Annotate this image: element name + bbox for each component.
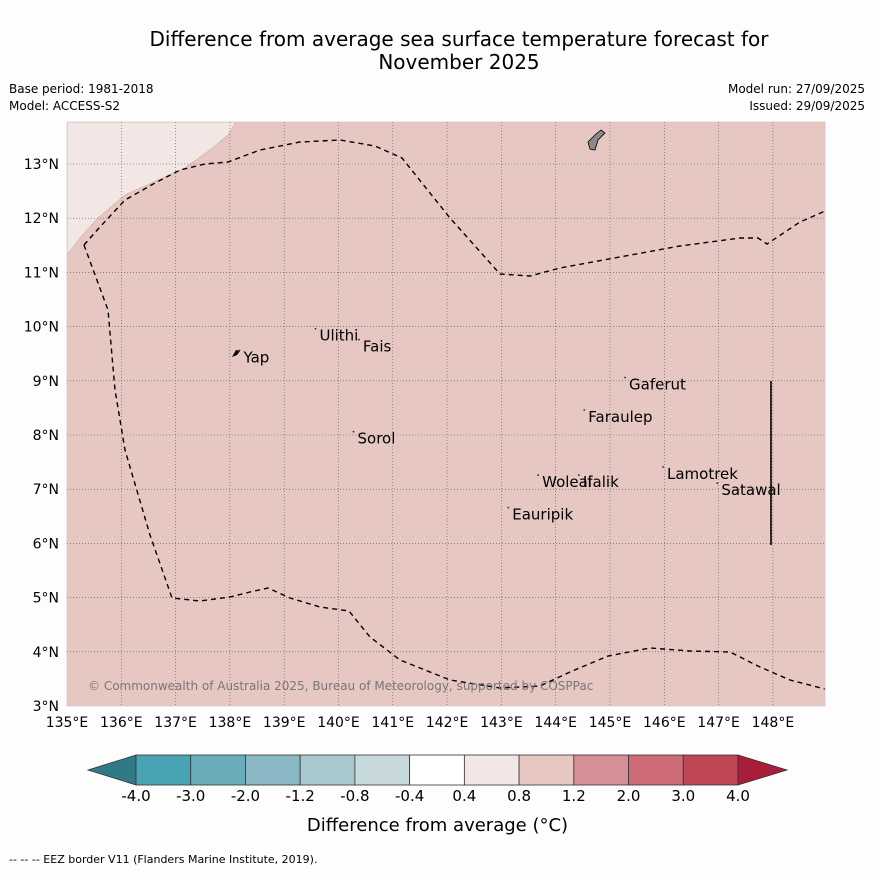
latitude-tick-label: 10°N (24, 320, 59, 336)
colorbar-tick: 4.0 (726, 787, 750, 805)
latitude-tick-label: 3°N (33, 699, 59, 715)
guam-island (587, 129, 606, 151)
place-label: Faraulep (588, 408, 652, 426)
longitude-tick-label: 143°E (480, 715, 523, 731)
place-label: Eauripik (512, 506, 573, 524)
place-marker (716, 482, 719, 485)
place-marker (238, 349, 241, 352)
latitude-tick-label: 12°N (24, 211, 59, 227)
colorbar-segment (573, 754, 629, 786)
colorbar-segment (354, 754, 411, 786)
longitude-tick-label: 139°E (263, 715, 306, 731)
longitude-tick-label: 137°E (154, 715, 197, 731)
longitude-tick-label: 146°E (643, 715, 686, 731)
latitude-tick-label: 8°N (33, 428, 59, 444)
longitude-tick-label: 141°E (372, 715, 415, 731)
anomaly-field-nw (67, 122, 237, 256)
place-label: Fais (363, 338, 392, 356)
latitude-tick-label: 13°N (24, 157, 59, 173)
map-title: Difference from average sea surface temp… (0, 28, 873, 74)
colorbar-extend-low (86, 754, 137, 786)
place-marker (352, 430, 355, 433)
latitude-tick-label: 7°N (33, 482, 59, 498)
colorbar (86, 754, 789, 786)
colorbar-tick-labels: -4.0 -3.0 -2.0 -1.2 -0.8 -0.4 0.4 0.8 1.2 2.0 3.0 4… (0, 787, 873, 809)
base-period: Base period: 1981-2018 (9, 82, 154, 96)
place-marker (358, 338, 360, 341)
longitude-tick-label: 140°E (317, 715, 360, 731)
latitude-tick-label: 6°N (33, 536, 59, 552)
graticule (67, 122, 825, 706)
latitude-tick-label: 11°N (24, 265, 59, 281)
colorbar-segment (628, 754, 684, 786)
place-label: Satawal (721, 481, 780, 499)
longitude-tick-label: 136°E (100, 715, 143, 731)
longitude-tick-label: 144°E (534, 715, 577, 731)
place-marker (583, 409, 586, 411)
meta-right: Model run: 27/09/2025 Issued: 29/09/2025 (728, 81, 865, 115)
eez-footnote: -- -- -- EEZ border V11 (Flanders Marine… (9, 853, 318, 866)
colorbar-tick: 1.2 (561, 787, 586, 805)
place-label: Woleai (542, 473, 592, 491)
place-marker (314, 327, 317, 330)
colorbar-tick: -2.0 (230, 787, 261, 805)
model-run: Model run: 27/09/2025 (727, 82, 865, 96)
issued-date: Issued: 29/09/2025 (749, 99, 865, 113)
colorbar-segment (682, 754, 739, 786)
colorbar-label: Difference from average (°C) (306, 815, 569, 836)
colorbar-tick: 0.4 (452, 787, 477, 805)
longitude-tick-label: 148°E (752, 715, 795, 731)
longitude-tick-label: 147°E (697, 715, 740, 731)
colorbar-tick: -0.8 (340, 787, 370, 805)
eez-border-north (83, 139, 825, 277)
place-label: Gaferut (629, 376, 686, 394)
colorbar-segment (299, 754, 356, 786)
place-marker (537, 474, 540, 476)
longitude-tick-label: 138°E (209, 715, 252, 731)
place-label: Lamotrek (667, 465, 738, 483)
colorbar-segment (190, 754, 246, 786)
colorbar-tick: 2.0 (616, 787, 641, 805)
copyright-text: © Commonwealth of Australia 2025, Bureau… (88, 679, 593, 693)
colorbar-segment (135, 754, 192, 786)
colorbar-segment (463, 754, 520, 786)
colorbar-segment (245, 754, 301, 786)
anomaly-field (67, 122, 825, 706)
yap-island (232, 350, 240, 357)
colorbar-tick: -1.2 (285, 787, 315, 805)
colorbar-tick: 3.0 (671, 787, 696, 805)
place-label: Ulithi (319, 327, 358, 345)
colorbar-tick: 0.8 (507, 787, 532, 805)
latitude-tick-label: 5°N (33, 591, 59, 607)
place-marker (662, 466, 664, 468)
latitude-tick-label: 9°N (33, 374, 59, 390)
latitude-tick-label: 4°N (33, 645, 59, 661)
place-label: Ifalik (583, 473, 619, 491)
colorbar-tick: -0.4 (394, 787, 425, 805)
place-label: Yap (242, 348, 269, 366)
colorbar-tick: -3.0 (176, 787, 206, 805)
place-marker (577, 474, 580, 476)
longitude-tick-label: 142°E (426, 715, 469, 731)
place-marker (507, 506, 510, 509)
latitude-labels: 3°N 4°N 5°N 6°N 7°N 8°N 9°N 10°N 11°N 12°N 13°N (24, 157, 59, 715)
colorbar-segment (518, 754, 575, 786)
colorbar-segment (409, 754, 465, 786)
eez-border-south (83, 244, 825, 690)
colorbar-tick: -4.0 (121, 787, 151, 805)
place-labels: Yap Ulithi Fais Gaferut Faraulep Sorol WoleaiI… (238, 327, 781, 524)
map-frame (66, 121, 826, 707)
colorbar-extend-high (737, 754, 789, 786)
longitude-labels: 135°E 136°E 137°E 138°E 139°E 140°E 141°E 142°E… (46, 715, 794, 731)
place-label: Sorol (358, 430, 396, 448)
longitude-tick-label: 145°E (589, 715, 632, 731)
model-name: Model: ACCESS-S2 (9, 99, 121, 113)
map-area: Yap Ulithi Fais Gaferut Faraulep Sorol WoleaiI… (67, 122, 825, 706)
meta-left: Base period: 1981-2018 Model: ACCESS-S2 (9, 81, 154, 115)
longitude-tick-label: 135°E (46, 715, 89, 731)
title-line-2: November 2025 (378, 50, 540, 74)
place-marker (624, 376, 626, 379)
title-line-1: Difference from average sea surface temp… (149, 27, 769, 51)
